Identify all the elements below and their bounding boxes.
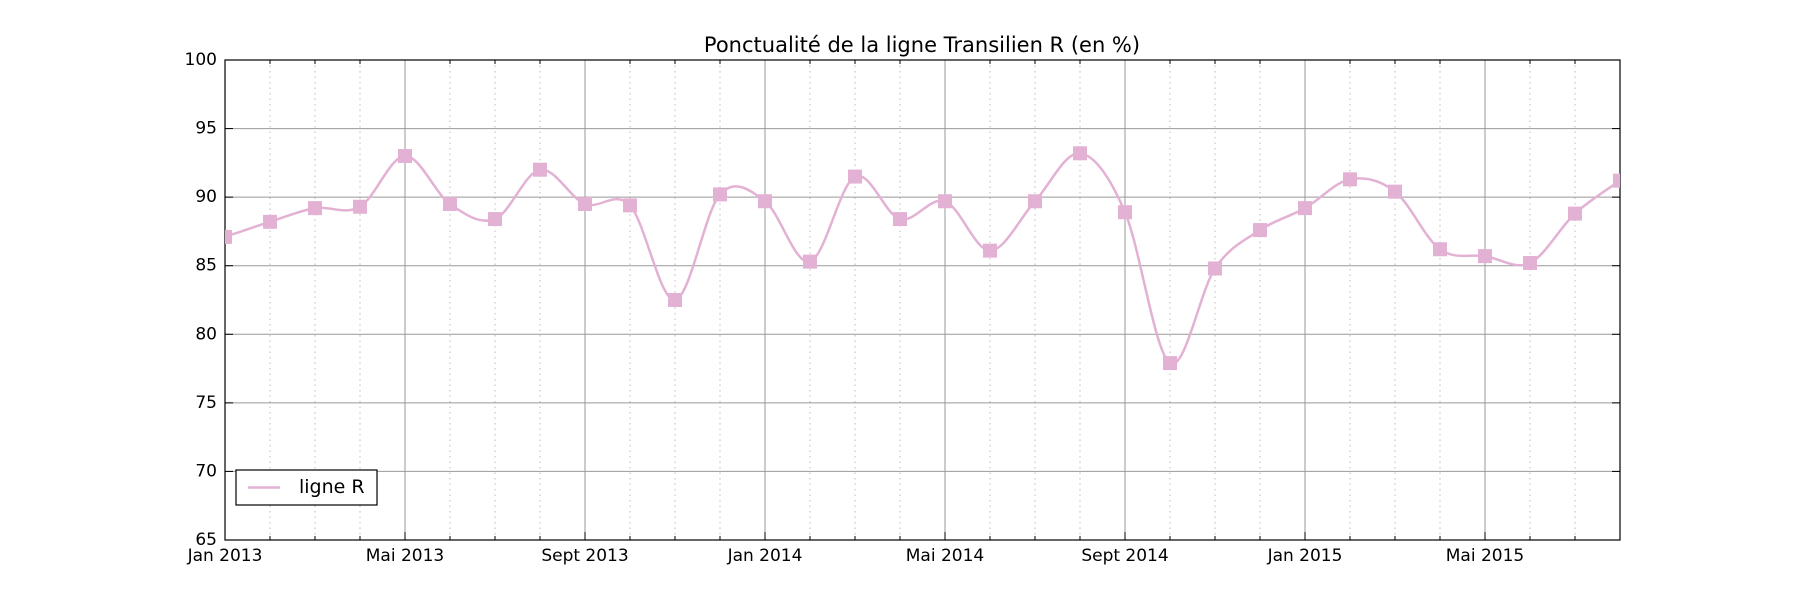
marker xyxy=(1388,184,1402,199)
marker xyxy=(1208,261,1222,276)
y-tick-label: 100 xyxy=(185,50,217,70)
marker xyxy=(1478,249,1492,264)
marker xyxy=(983,243,997,258)
marker xyxy=(893,212,907,227)
marker xyxy=(1253,223,1267,238)
x-tick-label: Mai 2015 xyxy=(1446,546,1524,566)
series-line xyxy=(225,152,1620,365)
y-tick-label: 65 xyxy=(195,530,217,550)
marker xyxy=(308,201,322,216)
legend-label: ligne R xyxy=(299,476,365,498)
marker xyxy=(488,212,502,227)
marker xyxy=(225,229,232,244)
marker xyxy=(443,197,457,211)
marker xyxy=(1343,172,1357,187)
marker xyxy=(848,169,862,184)
y-tick-label: 85 xyxy=(195,256,217,276)
marker xyxy=(623,198,637,213)
marker xyxy=(1523,255,1537,270)
marker xyxy=(1568,206,1582,221)
marker xyxy=(578,197,592,211)
x-tick-label: Sept 2014 xyxy=(1081,546,1168,566)
y-tick-label: 90 xyxy=(195,187,217,207)
x-tick-label: Sept 2013 xyxy=(541,546,628,566)
marker xyxy=(398,149,412,163)
marker xyxy=(353,199,367,214)
y-tick-label: 75 xyxy=(195,393,217,413)
x-tick-label: Jan 2014 xyxy=(727,546,803,566)
marker xyxy=(1028,194,1042,209)
y-tick-label: 95 xyxy=(195,119,217,139)
x-tick-label: Mai 2013 xyxy=(366,546,444,566)
x-tick-label: Jan 2013 xyxy=(187,546,263,566)
y-tick-label: 80 xyxy=(195,324,217,344)
x-tick-label: Mai 2014 xyxy=(906,546,984,566)
plot-frame xyxy=(224,59,1621,541)
marker xyxy=(758,194,772,209)
marker xyxy=(713,187,727,202)
x-tick-label: Jan 2015 xyxy=(1267,546,1343,566)
marker xyxy=(803,254,817,269)
marker xyxy=(1163,356,1177,371)
chart-title: Ponctualité de la ligne Transilien R (en… xyxy=(704,33,1140,57)
y-tick-label: 70 xyxy=(195,461,217,481)
marker xyxy=(668,293,682,307)
marker xyxy=(1613,173,1620,188)
marker xyxy=(1118,205,1132,220)
marker xyxy=(263,214,277,229)
marker xyxy=(533,162,547,177)
marker xyxy=(1433,242,1447,257)
marker xyxy=(1073,146,1087,161)
marker xyxy=(938,194,952,209)
marker xyxy=(1298,201,1312,216)
